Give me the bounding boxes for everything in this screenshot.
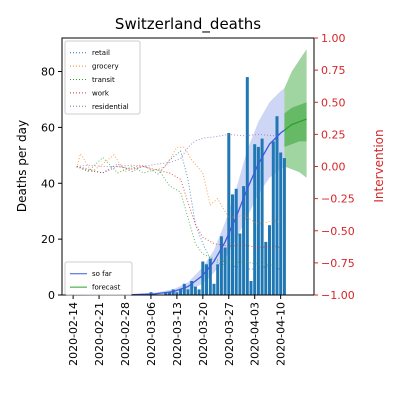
right-y-tick-label: −0.50 [321, 225, 355, 238]
bar [268, 225, 271, 295]
y-tick-label: 80 [41, 66, 55, 79]
bar [164, 292, 168, 295]
x-tick-label: 2020-03-13 [171, 302, 184, 366]
bar [197, 289, 201, 295]
bar [208, 258, 212, 295]
bar [227, 133, 231, 295]
left-y-axis: 0 20 40 60 80 [41, 66, 62, 302]
bar [205, 264, 208, 295]
right-axis-label: Intervention [372, 129, 386, 202]
right-y-tick-label: −0.75 [321, 257, 355, 270]
bar [231, 194, 234, 295]
x-tick-label: 2020-04-03 [249, 302, 262, 366]
chart-title: Switzerland_deaths [115, 15, 261, 34]
bar [242, 186, 246, 295]
intervention-line-work [76, 165, 281, 249]
bar [212, 283, 216, 295]
bar [216, 264, 220, 295]
bar [238, 233, 242, 295]
bar [201, 261, 205, 295]
bar [234, 188, 238, 295]
x-tick-label: 2020-04-10 [275, 302, 288, 366]
forecast-line [284, 118, 307, 131]
legend-label-transit: transit [92, 76, 115, 84]
right-y-tick-label: −0.25 [321, 193, 355, 206]
right-y-tick-label: −1.00 [321, 289, 355, 302]
bar [175, 292, 179, 295]
right-y-tick-label: 1.00 [321, 32, 346, 45]
right-y-tick-label: 0.75 [321, 64, 346, 77]
intervention-line-transit [76, 156, 281, 268]
x-axis: 2020-02-14 2020-02-21 2020-02-28 2020-03-06… [67, 295, 288, 366]
bar [219, 236, 223, 295]
bar [282, 158, 286, 295]
intervention-lines [76, 133, 281, 270]
legend-label-forecast: forecast [92, 284, 121, 292]
bar [186, 289, 190, 295]
bar [260, 138, 264, 295]
so-far-line [73, 129, 285, 296]
right-y-tick-label: 0.50 [321, 96, 346, 109]
intervention-line-grocery [76, 146, 281, 225]
bar [264, 241, 268, 295]
bar [279, 152, 283, 295]
bar-series [149, 77, 286, 295]
legend-label-residential: residential [92, 103, 129, 111]
x-tick-label: 2020-03-20 [197, 302, 210, 366]
x-tick-label: 2020-02-21 [93, 302, 106, 366]
bar [179, 289, 183, 295]
y-tick-label: 0 [48, 289, 55, 302]
y-axis-label: Deaths per day [15, 120, 29, 212]
right-y-tick-label: 0.00 [321, 161, 346, 174]
y-tick-label: 20 [41, 233, 55, 246]
legend-box [64, 40, 141, 115]
y-tick-label: 60 [41, 121, 55, 134]
bar [271, 141, 275, 295]
legend-label-retail: retail [92, 49, 110, 57]
x-tick-label: 2020-02-28 [119, 302, 132, 366]
bar [256, 146, 260, 295]
bar [249, 281, 253, 295]
bar [275, 116, 279, 295]
bar [182, 283, 186, 295]
right-y-tick-label: 0.25 [321, 128, 346, 141]
legend-label-so_far: so far [92, 270, 112, 278]
bar [223, 247, 227, 295]
x-tick-label: 2020-03-27 [223, 302, 236, 366]
x-tick-label: 2020-02-14 [67, 302, 80, 366]
legend-interventions: retail grocery transit work residential [64, 40, 141, 115]
bar [190, 281, 194, 295]
bar [253, 144, 257, 295]
y-tick-label: 40 [41, 177, 55, 190]
bar [193, 286, 197, 295]
model-lines [73, 118, 307, 296]
legend-label-work: work [92, 89, 110, 97]
intervention-line-residential [76, 133, 281, 168]
forecast-inner-interval [284, 102, 307, 147]
bar [245, 77, 249, 295]
legend-label-grocery: grocery [92, 63, 119, 71]
legend-model: so far forecast [64, 261, 133, 296]
right-y-axis: 1.00 0.75 0.50 0.25 0.00 −0.25 −0.50 −0.75 −1.00 [314, 32, 355, 302]
bar [168, 292, 171, 295]
x-tick-label: 2020-03-06 [145, 302, 158, 366]
